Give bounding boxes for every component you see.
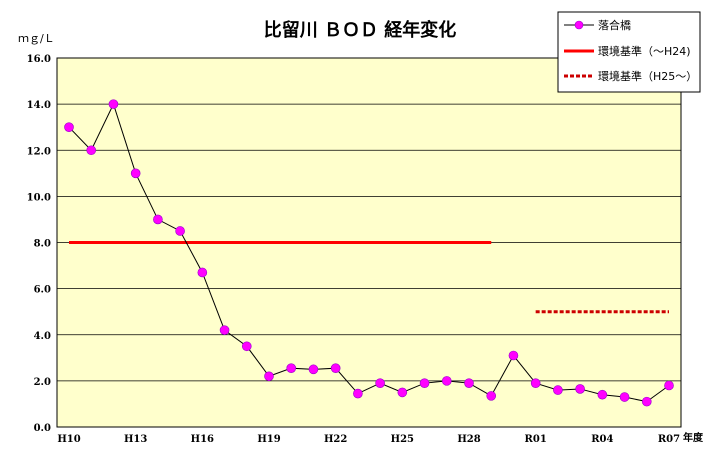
data-point [264, 371, 274, 382]
chart-title: 比留川 ＢＯＤ 経年変化 [264, 19, 457, 41]
x-tick-label: R04 [591, 434, 613, 445]
data-point [64, 122, 74, 132]
x-tick-label: H19 [257, 434, 280, 445]
x-tick-label: H25 [391, 434, 414, 445]
legend-series-marker [574, 20, 584, 30]
data-point [530, 378, 541, 388]
x-tick-label: H16 [191, 434, 214, 445]
data-point [130, 168, 141, 179]
legend: 落合橋 環境基準（～H24) 環境基準（H25～） [557, 11, 701, 93]
reference-lines [69, 241, 669, 314]
legend-ref-solid-label: 環境基準（～H24) [598, 44, 691, 58]
x-axis-label: 年度 [683, 431, 704, 444]
y-tick-label: 16.0 [27, 54, 51, 65]
y-tick-label: 12.0 [27, 146, 51, 157]
data-point [419, 378, 430, 388]
y-tick-label: 2.0 [34, 377, 51, 388]
data-point [197, 267, 208, 278]
data-point [286, 363, 297, 373]
data-point [241, 341, 252, 352]
x-tick-label: R07 [658, 434, 680, 445]
data-point [330, 363, 341, 373]
x-tick-label: H28 [457, 434, 480, 445]
data-point [308, 364, 319, 375]
y-tick-label: 10.0 [27, 192, 51, 203]
y-tick-label: 6.0 [34, 285, 51, 296]
data-point [575, 384, 585, 394]
y-tick-label: 0.0 [34, 423, 51, 434]
data-point [353, 388, 363, 399]
y-tick-label: 4.0 [34, 331, 51, 342]
data-point [108, 99, 119, 109]
data-point [219, 325, 230, 335]
y-axis-unit: ｍｇ/Ｌ [18, 32, 55, 45]
legend-series-label: 落合橋 [598, 18, 631, 32]
x-tick-label: H22 [324, 434, 347, 445]
data-point [464, 378, 474, 388]
legend-ref-dashed-label: 環境基準（H25～） [598, 69, 697, 83]
data-point [553, 385, 563, 395]
data-point [86, 145, 97, 156]
grid-lines [57, 103, 681, 382]
y-tick-labels: 0.0 2.0 4.0 6.0 8.0 10.0 12.0 14.0 16.0 [27, 54, 51, 434]
x-tick-label: H10 [57, 434, 80, 445]
data-point [508, 350, 519, 361]
y-tick-label: 14.0 [27, 100, 51, 111]
data-point [641, 396, 652, 407]
series-line [68, 102, 670, 403]
data-point [375, 378, 385, 388]
data-point [153, 214, 163, 225]
x-tick-labels: H10 H13 H16 H19 H22 H25 H28 R01 R04 R07 [57, 434, 680, 445]
x-tick-label: R01 [525, 434, 547, 445]
data-point [441, 376, 452, 386]
data-point [619, 392, 630, 402]
data-series [64, 99, 674, 407]
data-point [397, 387, 408, 398]
x-tick-label: H13 [124, 434, 147, 445]
data-point [175, 226, 185, 236]
y-tick-label: 8.0 [34, 239, 51, 250]
data-point [664, 380, 674, 391]
data-point [597, 389, 608, 400]
data-point [486, 391, 497, 401]
